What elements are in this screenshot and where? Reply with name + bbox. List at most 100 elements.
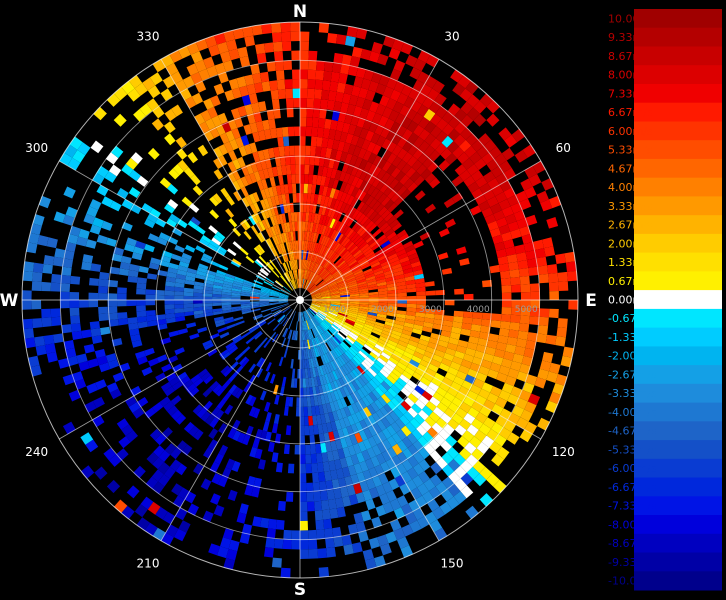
velocity-cell bbox=[259, 295, 270, 298]
velocity-cell bbox=[564, 251, 576, 263]
velocity-cell bbox=[304, 310, 310, 320]
velocity-cell bbox=[107, 300, 118, 307]
velocity-cell bbox=[165, 276, 176, 283]
velocity-cell bbox=[392, 266, 403, 274]
velocity-cell bbox=[343, 323, 353, 330]
velocity-cell bbox=[255, 428, 263, 440]
velocity-cell bbox=[304, 174, 309, 184]
velocity-cell bbox=[69, 225, 81, 237]
velocity-cell bbox=[147, 320, 158, 327]
velocity-cell bbox=[392, 350, 403, 359]
velocity-cell bbox=[335, 346, 343, 356]
velocity-cell bbox=[239, 56, 251, 68]
velocity-cell bbox=[382, 149, 392, 161]
velocity-cell bbox=[327, 239, 335, 249]
velocity-cell bbox=[344, 273, 355, 280]
velocity-cell bbox=[308, 261, 313, 271]
velocity-cell bbox=[328, 250, 335, 260]
velocity-cell bbox=[304, 311, 309, 321]
velocity-cell bbox=[483, 171, 496, 183]
velocity-cell bbox=[359, 295, 369, 298]
velocity-cell bbox=[358, 87, 369, 99]
velocity-cell bbox=[281, 213, 287, 224]
velocity-cell bbox=[516, 217, 529, 229]
velocity-cell bbox=[330, 306, 340, 310]
velocity-cell bbox=[374, 216, 384, 226]
velocity-cell bbox=[460, 485, 474, 499]
velocity-cell bbox=[359, 260, 370, 268]
velocity-cell bbox=[417, 381, 429, 391]
velocity-cell bbox=[160, 88, 173, 101]
velocity-cell bbox=[379, 368, 390, 378]
velocity-cell bbox=[391, 432, 402, 444]
velocity-cell bbox=[376, 313, 387, 319]
velocity-cell bbox=[359, 302, 369, 305]
velocity-cell bbox=[391, 38, 405, 52]
velocity-cell bbox=[536, 256, 548, 267]
velocity-cell bbox=[193, 429, 204, 441]
velocity-cell bbox=[252, 516, 262, 527]
velocity-cell bbox=[349, 289, 359, 293]
velocity-cell bbox=[264, 371, 271, 382]
velocity-cell bbox=[194, 113, 206, 126]
velocity-cell bbox=[439, 501, 453, 515]
velocity-cell bbox=[409, 418, 421, 429]
velocity-cell bbox=[267, 238, 274, 248]
velocity-cell bbox=[127, 317, 138, 325]
velocity-cell bbox=[265, 412, 272, 423]
velocity-cell bbox=[408, 339, 419, 348]
velocity-cell bbox=[308, 529, 317, 540]
velocity-cell bbox=[413, 324, 424, 331]
velocity-cell bbox=[83, 213, 96, 225]
velocity-cell bbox=[319, 269, 328, 277]
colorbar-swatch bbox=[634, 533, 722, 553]
velocity-cell bbox=[301, 330, 303, 341]
velocity-cell bbox=[273, 538, 284, 549]
velocity-cell bbox=[318, 404, 325, 415]
velocity-cell bbox=[362, 328, 372, 335]
velocity-cell bbox=[392, 101, 404, 114]
velocity-cell bbox=[357, 283, 368, 288]
velocity-cell bbox=[310, 396, 315, 407]
velocity-cell bbox=[453, 491, 467, 505]
azimuth-tick-label: 30 bbox=[444, 30, 459, 44]
velocity-cell bbox=[307, 69, 317, 80]
velocity-cell bbox=[478, 133, 492, 146]
velocity-cell bbox=[202, 306, 213, 311]
velocity-cell bbox=[232, 241, 242, 250]
velocity-cell bbox=[306, 330, 310, 340]
velocity-cell bbox=[371, 213, 381, 223]
velocity-cell bbox=[213, 504, 225, 517]
velocity-cell bbox=[359, 128, 369, 140]
velocity-cell bbox=[278, 300, 289, 303]
velocity-cell bbox=[363, 161, 373, 172]
velocity-cell bbox=[390, 167, 401, 179]
velocity-cell bbox=[334, 232, 342, 242]
velocity-cell bbox=[413, 413, 425, 425]
velocity-cell bbox=[311, 294, 321, 298]
velocity-cell bbox=[305, 349, 309, 360]
velocity-cell bbox=[414, 273, 425, 280]
velocity-cell bbox=[511, 284, 521, 293]
velocity-cell bbox=[311, 302, 322, 305]
velocity-cell bbox=[291, 368, 296, 379]
velocity-cell bbox=[394, 474, 406, 487]
velocity-cell bbox=[200, 411, 211, 422]
velocity-cell bbox=[270, 305, 280, 310]
velocity-cell bbox=[346, 485, 356, 496]
velocity-cell bbox=[190, 216, 201, 226]
velocity-cell bbox=[394, 274, 405, 280]
velocity-cell bbox=[541, 178, 554, 191]
azimuth-spoke bbox=[160, 299, 301, 542]
velocity-cell bbox=[354, 322, 364, 329]
velocity-cell bbox=[308, 285, 316, 292]
velocity-cell bbox=[398, 358, 410, 367]
velocity-cell bbox=[214, 319, 225, 325]
velocity-cell bbox=[268, 227, 275, 237]
velocity-cell bbox=[164, 290, 175, 296]
velocity-cell bbox=[353, 105, 363, 117]
velocity-cell bbox=[336, 399, 344, 410]
velocity-cell bbox=[446, 342, 458, 351]
velocity-cell bbox=[384, 118, 395, 130]
velocity-cell bbox=[452, 82, 466, 96]
